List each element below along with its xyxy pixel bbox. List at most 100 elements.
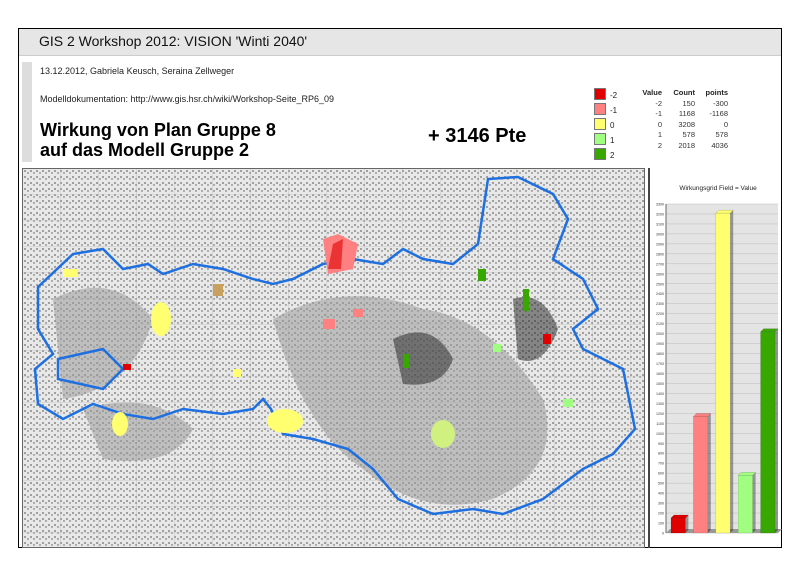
y-tick-label: 2300 <box>656 302 664 306</box>
table-cell: 4036 <box>711 140 728 150</box>
bar-top <box>759 328 779 333</box>
y-tick-label: 500 <box>658 482 664 486</box>
chart-panel: Wirkungsgrid Field = Value 0 100 200 300 400… <box>648 168 782 548</box>
y-tick-label: 200 <box>658 512 664 516</box>
bar-chart: Wirkungsgrid Field = Value 0 100 200 300 400… <box>656 185 782 536</box>
bar-side <box>730 210 734 533</box>
table-row: 2 2018 4036 <box>640 141 728 152</box>
y-tick-label: 2700 <box>656 262 664 266</box>
bar-side <box>752 472 756 533</box>
poster-title: GIS 2 Workshop 2012: VISION 'Winti 2040' <box>39 33 308 49</box>
table-cell: -2 <box>655 98 662 108</box>
table-row: 0 3208 0 <box>640 120 728 131</box>
accent-bar <box>22 62 32 162</box>
bar-1 <box>737 475 753 534</box>
y-tick-label: 1500 <box>656 382 664 386</box>
documentation-link[interactable]: Modelldokumentation: http://www.gis.hsr.… <box>40 94 334 104</box>
y-tick-label: 3200 <box>656 212 664 216</box>
table-cell: 150 <box>682 98 695 108</box>
y-tick-label: 800 <box>658 452 664 456</box>
bar-top <box>715 209 734 214</box>
bar-top <box>737 472 757 476</box>
heading-line-1: Wirkung von Plan Gruppe 8 <box>40 120 276 140</box>
total-points: + 3146 Pte <box>428 125 527 147</box>
table-cell: -1 <box>655 109 662 118</box>
value-table: Value Count points -2 150 -300 -1 1168 -1168 0 320… <box>640 88 728 151</box>
urban-core <box>393 297 558 385</box>
bar-0 <box>715 212 731 534</box>
page-heading: Wirkung von Plan Gruppe 8 auf das Modell … <box>40 120 276 160</box>
bar-side <box>707 413 711 533</box>
y-tick-label: 1100 <box>656 422 664 426</box>
table-cell: 1 <box>657 130 662 139</box>
map-svg <box>23 169 644 547</box>
table-cell: 0 <box>657 119 662 129</box>
table-row: 1 578 578 <box>640 130 728 141</box>
table-cell: points <box>705 88 729 97</box>
y-tick-label: 2400 <box>656 292 664 296</box>
y-tick-label: 100 <box>658 522 664 526</box>
y-tick-label: 2000 <box>656 332 664 336</box>
table-cell: 578 <box>715 130 728 139</box>
y-tick-label: 1400 <box>656 392 664 396</box>
legend-swatch <box>594 103 606 115</box>
y-tick-label: 1900 <box>656 342 664 346</box>
legend-swatch <box>594 88 606 100</box>
table-cell: 2018 <box>678 140 695 150</box>
y-tick-label: 1600 <box>656 372 664 376</box>
bar-2 <box>760 331 776 534</box>
bar-top <box>692 413 712 417</box>
y-tick-label: 1800 <box>656 352 664 356</box>
legend-label: -1 <box>610 106 618 115</box>
legend-swatch <box>594 133 606 145</box>
y-tick-label: 1700 <box>656 362 664 366</box>
y-tick-label: 2900 <box>656 242 664 246</box>
table-cell: 2 <box>657 140 662 150</box>
legend-label: 1 <box>610 136 615 145</box>
y-tick-label: 400 <box>658 492 664 496</box>
impact-cells <box>63 234 573 448</box>
legend-label: 0 <box>610 121 615 130</box>
table-cell: 3208 <box>678 119 695 129</box>
table-cell: Value <box>642 88 662 97</box>
y-tick-label: 2200 <box>656 312 664 316</box>
authors: 13.12.2012, Gabriela Keusch, Seraina Zel… <box>40 66 235 76</box>
y-tick-label: 1200 <box>656 412 664 416</box>
y-tick-label: 700 <box>658 462 664 466</box>
bar--2 <box>670 517 686 534</box>
y-tick-label: 2800 <box>656 252 664 256</box>
y-tick-label: 3300 <box>656 203 664 207</box>
heading-line-2: auf das Modell Gruppe 2 <box>40 140 250 160</box>
y-tick-label: 1300 <box>656 402 664 406</box>
table-header: Value Count points <box>640 88 728 99</box>
bar-top <box>670 514 690 519</box>
y-tick-label: 900 <box>658 442 664 446</box>
table-cell: 0 <box>723 119 728 129</box>
y-tick-label: 3100 <box>656 222 664 226</box>
legend-label: 2 <box>610 151 615 160</box>
y-tick-label: 2500 <box>656 282 664 286</box>
map-view[interactable] <box>22 168 645 548</box>
table-cell: -1168 <box>709 109 728 118</box>
y-tick-label: 2600 <box>656 272 664 276</box>
y-tick-label: 0 <box>662 532 664 536</box>
legend-swatch <box>594 118 606 130</box>
table-cell: 1168 <box>678 109 695 118</box>
y-tick-label: 3000 <box>656 232 664 236</box>
y-tick-label: 2100 <box>656 322 664 326</box>
legend-label: -2 <box>610 91 618 100</box>
municipality-boundary <box>33 175 637 516</box>
bar-side <box>775 328 778 533</box>
y-tick-label: 600 <box>658 472 664 476</box>
table-row: -1 1168 -1168 <box>640 109 728 120</box>
legend-swatch <box>594 148 606 160</box>
table-cell: -300 <box>712 98 728 108</box>
title-bar: GIS 2 Workshop 2012: VISION 'Winti 2040' <box>19 29 781 56</box>
bar-side <box>685 515 689 533</box>
y-tick-label: 300 <box>658 502 664 506</box>
table-cell: 578 <box>682 130 695 139</box>
table-cell: Count <box>673 88 695 97</box>
chart-title: Wirkungsgrid Field = Value <box>679 185 757 192</box>
table-row: -2 150 -300 <box>640 99 728 110</box>
bar--1 <box>693 416 709 534</box>
